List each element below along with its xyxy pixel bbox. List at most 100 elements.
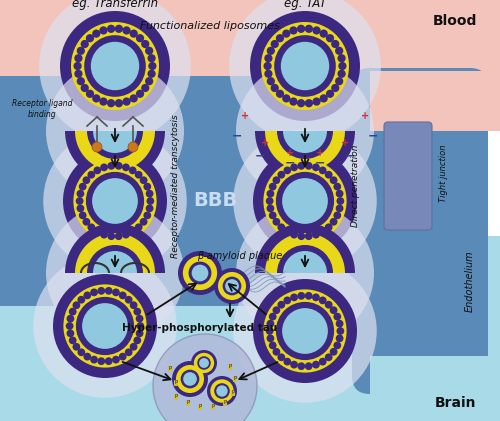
Circle shape — [130, 94, 138, 103]
Circle shape — [183, 256, 217, 290]
Circle shape — [305, 232, 312, 240]
Circle shape — [46, 62, 184, 200]
Circle shape — [330, 306, 338, 314]
Circle shape — [298, 292, 305, 300]
Circle shape — [33, 254, 177, 398]
Text: P: P — [228, 365, 232, 370]
Circle shape — [140, 218, 147, 226]
Circle shape — [79, 183, 86, 191]
Circle shape — [330, 218, 338, 226]
Circle shape — [53, 274, 157, 378]
Circle shape — [98, 287, 105, 295]
Circle shape — [338, 62, 346, 70]
Circle shape — [214, 268, 250, 304]
Circle shape — [297, 25, 305, 33]
Circle shape — [278, 353, 285, 361]
Circle shape — [141, 40, 150, 48]
Circle shape — [129, 166, 136, 174]
Circle shape — [178, 251, 222, 295]
Circle shape — [82, 218, 90, 226]
Text: Tight junction: Tight junction — [438, 144, 448, 202]
Circle shape — [72, 343, 80, 351]
Text: +: + — [261, 138, 269, 148]
Text: +: + — [361, 111, 369, 121]
Circle shape — [264, 289, 346, 373]
Wedge shape — [277, 131, 333, 159]
Bar — [0, 89, 415, 151]
Circle shape — [338, 54, 345, 62]
Circle shape — [90, 356, 98, 363]
Circle shape — [136, 330, 143, 337]
Circle shape — [312, 361, 320, 368]
Circle shape — [298, 232, 305, 240]
Circle shape — [319, 358, 326, 365]
Circle shape — [250, 11, 360, 121]
Circle shape — [135, 224, 142, 231]
Circle shape — [115, 99, 123, 107]
Circle shape — [298, 362, 305, 370]
Circle shape — [284, 296, 291, 304]
Circle shape — [290, 163, 298, 171]
Text: eg. Transferrin: eg. Transferrin — [72, 0, 158, 10]
Circle shape — [108, 232, 115, 240]
Circle shape — [92, 94, 100, 103]
Circle shape — [325, 224, 332, 231]
Text: P: P — [186, 400, 190, 405]
Circle shape — [69, 336, 76, 344]
Circle shape — [218, 272, 246, 300]
Circle shape — [60, 11, 170, 121]
Circle shape — [334, 313, 341, 320]
Circle shape — [284, 228, 291, 235]
Circle shape — [86, 34, 94, 43]
Circle shape — [79, 211, 86, 219]
Circle shape — [282, 29, 290, 38]
Circle shape — [312, 231, 320, 239]
Circle shape — [66, 322, 74, 330]
Wedge shape — [93, 251, 137, 273]
Circle shape — [305, 99, 313, 107]
Circle shape — [325, 353, 332, 361]
Circle shape — [233, 129, 377, 273]
Text: eg. TAT: eg. TAT — [284, 0, 326, 10]
Text: +: + — [286, 148, 294, 158]
Circle shape — [69, 308, 76, 315]
Circle shape — [148, 69, 156, 78]
Circle shape — [282, 308, 328, 354]
Circle shape — [176, 365, 204, 393]
Circle shape — [270, 84, 279, 92]
Circle shape — [338, 69, 345, 78]
Circle shape — [320, 94, 328, 103]
Circle shape — [319, 166, 326, 174]
Text: Receptor-mediated transcytosis: Receptor-mediated transcytosis — [170, 114, 179, 258]
Circle shape — [336, 334, 344, 342]
Circle shape — [39, 0, 191, 142]
Circle shape — [312, 163, 320, 171]
Circle shape — [282, 94, 290, 103]
Circle shape — [115, 25, 123, 33]
Wedge shape — [283, 131, 327, 153]
Circle shape — [74, 54, 82, 62]
Circle shape — [290, 231, 298, 239]
Text: P: P — [174, 381, 178, 386]
Text: Direct penetration: Direct penetration — [350, 145, 360, 227]
Text: −: − — [315, 157, 325, 170]
Circle shape — [320, 29, 328, 38]
Text: −: − — [255, 149, 265, 163]
Wedge shape — [75, 233, 155, 273]
Text: Blood: Blood — [433, 14, 477, 28]
Text: P: P — [168, 367, 172, 371]
Circle shape — [269, 341, 276, 349]
Text: P: P — [234, 376, 236, 381]
Circle shape — [92, 178, 138, 224]
Circle shape — [144, 211, 151, 219]
Circle shape — [122, 163, 130, 171]
Circle shape — [266, 320, 274, 328]
Bar — [370, 71, 500, 131]
Circle shape — [91, 42, 139, 90]
Circle shape — [76, 297, 134, 355]
Circle shape — [266, 197, 274, 205]
Circle shape — [84, 353, 91, 360]
Circle shape — [278, 301, 285, 309]
Circle shape — [94, 166, 101, 174]
Circle shape — [336, 327, 344, 335]
